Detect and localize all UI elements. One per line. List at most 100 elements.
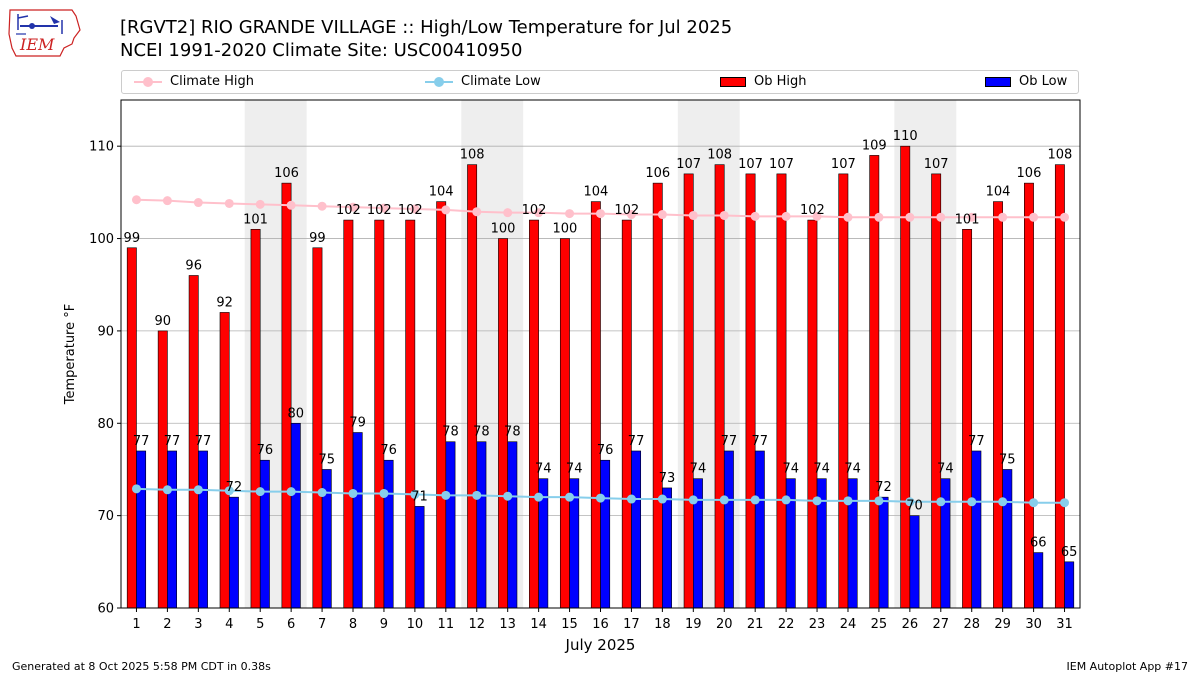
ob-low-value-label: 74 (566, 462, 583, 477)
ob-high-bar (838, 173, 849, 609)
climate-low-point (936, 497, 946, 507)
climate-high-point (286, 200, 296, 210)
climate-high-point (441, 205, 451, 215)
ob-high-bar (683, 173, 694, 609)
climate-low-point (534, 492, 544, 502)
x-tick-label: 11 (438, 617, 455, 632)
ob-low-value-label: 74 (813, 462, 830, 477)
ob-high-bar (652, 182, 663, 609)
climate-high-point (596, 209, 605, 219)
climate-low-point (255, 487, 265, 497)
climate-high-point (224, 198, 234, 208)
ob-low-value-label: 76 (380, 443, 397, 458)
ob-low-value-label: 65 (1061, 545, 1078, 560)
ob-low-bar (383, 459, 394, 609)
ob-high-value-label: 101 (955, 212, 980, 227)
ob-low-value-label: 74 (844, 462, 861, 477)
ob-low-value-label: 75 (318, 452, 335, 467)
ob-high-bar (436, 201, 447, 609)
ob-high-value-label: 108 (1047, 148, 1072, 163)
ob-low-value-label: 72 (226, 480, 243, 495)
ob-high-value-label: 107 (924, 157, 949, 172)
ob-high-value-label: 99 (124, 231, 141, 246)
x-tick-label: 5 (256, 617, 264, 632)
chart-legend: Climate High Climate Low Ob High Ob Low (121, 70, 1079, 94)
climate-high-point (565, 209, 575, 219)
ob-low-value-label: 79 (349, 416, 366, 431)
ob-low-value-label: 74 (782, 462, 799, 477)
ob-high-value-label: 110 (893, 129, 918, 144)
ob-high-bar (869, 155, 880, 609)
climate-low-point (905, 497, 915, 507)
x-tick-label: 25 (871, 617, 888, 632)
climate-high-point (657, 210, 667, 220)
ob-high-value-label: 106 (1017, 166, 1042, 181)
ob-low-value-label: 77 (721, 434, 738, 449)
climate-low-point (410, 489, 420, 499)
ob-high-value-label: 102 (614, 203, 639, 218)
ob-high-bar (219, 312, 230, 609)
climate-low-point (131, 484, 141, 494)
ob-low-bar (352, 432, 363, 609)
climate-high-point (874, 212, 884, 222)
ob-high-value-label: 102 (336, 203, 361, 218)
climate-high-point (317, 201, 327, 211)
y-tick-label: 60 (97, 602, 114, 617)
ob-low-value-label: 77 (133, 434, 150, 449)
ob-high-value-label: 107 (676, 157, 701, 172)
y-axis-label: Temperature °F (63, 304, 78, 405)
climate-low-point (998, 497, 1008, 507)
ob-low-value-label: 77 (968, 434, 985, 449)
x-tick-label: 9 (380, 617, 388, 632)
climate-low-point (843, 496, 853, 506)
ob-low-value-label: 74 (535, 462, 552, 477)
x-tick-label: 31 (1056, 617, 1073, 632)
ob-high-bar (590, 201, 601, 609)
ob-low-bar (228, 496, 239, 609)
ob-high-value-label: 106 (645, 166, 670, 181)
ob-low-value-label: 77 (628, 434, 645, 449)
ob-low-value-label: 74 (690, 462, 707, 477)
climate-high-point (781, 211, 791, 221)
climate-low-point (379, 488, 389, 498)
ob-high-value-label: 102 (800, 203, 825, 218)
ob-low-value-label: 77 (752, 434, 769, 449)
ob-low-value-label: 72 (875, 480, 892, 495)
ob-low-bar (631, 450, 642, 609)
ob-high-bar (312, 247, 323, 609)
x-axis-label: July 2025 (565, 636, 636, 654)
ob-low-bar (600, 459, 611, 609)
ob-high-bar (157, 330, 168, 609)
x-tick-label: 23 (809, 617, 826, 632)
ob-high-value-label: 102 (522, 203, 547, 218)
x-tick-label: 17 (623, 617, 640, 632)
ob-low-value-label: 70 (906, 499, 923, 514)
footer-app: IEM Autoplot App #17 (1066, 660, 1189, 673)
ob-high-bar (962, 229, 973, 609)
ob-high-value-label: 104 (986, 185, 1011, 200)
climate-low-point (596, 493, 605, 503)
climate-low-point (812, 496, 822, 506)
x-tick-label: 14 (530, 617, 547, 632)
ob-high-value-label: 108 (460, 148, 485, 163)
x-tick-label: 19 (685, 617, 702, 632)
chart-title: [RGVT2] RIO GRANDE VILLAGE :: High/Low T… (120, 17, 733, 38)
x-tick-label: 22 (778, 617, 795, 632)
ob-low-bar (1002, 469, 1013, 609)
ob-high-bar (250, 229, 261, 609)
x-tick-label: 26 (902, 617, 919, 632)
climate-low-point (441, 490, 451, 500)
legend-climate-low-marker (425, 75, 453, 89)
ob-high-bar (498, 238, 508, 609)
x-tick-label: 10 (407, 617, 424, 632)
x-tick-label: 1 (132, 617, 140, 632)
climate-low-point (719, 495, 729, 505)
legend-climate-high-marker (134, 75, 162, 89)
x-tick-label: 6 (287, 617, 295, 632)
legend-climate-high: Climate High (134, 74, 254, 89)
ob-high-value-label: 99 (309, 231, 326, 246)
ob-low-bar (414, 506, 425, 609)
legend-ob-high-label: Ob High (754, 74, 807, 89)
x-tick-label: 27 (933, 617, 950, 632)
